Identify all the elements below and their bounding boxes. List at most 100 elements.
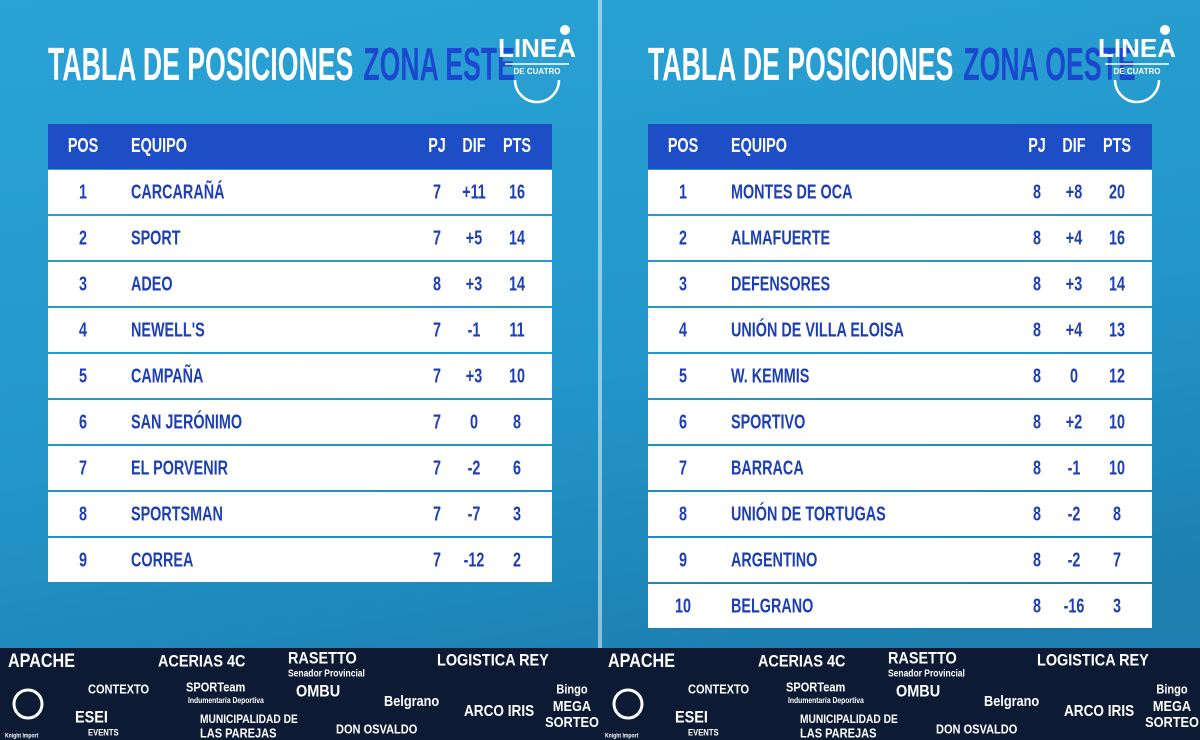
table-cell-group: 3	[1113, 594, 1121, 617]
sponsor: Belgrano	[384, 692, 439, 709]
table-cell-group: 9	[79, 548, 87, 571]
table-cell-group: -2	[1068, 502, 1081, 525]
header-cell-group: PJ	[1028, 133, 1046, 156]
table-cell-group: MONTES DE OCA	[731, 180, 853, 203]
sponsor: CONTEXTO	[688, 682, 749, 697]
table-cell: 8	[1033, 456, 1041, 479]
sponsor: ARCO IRIS	[464, 703, 534, 720]
sponsor-group: Indumentaria Deportiva	[788, 696, 865, 706]
logo-arc	[513, 79, 561, 104]
table-cell: 8	[1033, 364, 1041, 387]
table-cell-group: SPORT	[131, 226, 181, 249]
table-cell: UNIÓN DE TORTUGAS	[731, 502, 886, 525]
table-cell: ARGENTINO	[731, 548, 817, 571]
table-cell: 8	[1033, 318, 1041, 341]
table-cell-group: 8	[679, 502, 687, 525]
table-cell: 8	[1113, 502, 1121, 525]
table-cell: SPORTIVO	[731, 410, 805, 433]
table-cell: 7	[79, 456, 87, 479]
table-cell-group: 10	[509, 364, 525, 387]
sponsor: MEGA	[553, 697, 591, 714]
table-cell: 8	[79, 502, 87, 525]
table-cell-group: +4	[1066, 226, 1083, 249]
sponsor-icon	[612, 688, 644, 720]
table-cell: +4	[1066, 226, 1083, 249]
sponsor: ACERIAS 4C	[758, 652, 845, 670]
table-cell: ADEO	[131, 272, 173, 295]
table-cell-group: ARGENTINO	[731, 548, 817, 571]
table-cell-group: +4	[1066, 318, 1083, 341]
table-cell: 4	[679, 318, 687, 341]
header-cell-group: PJ	[428, 133, 446, 156]
sponsor-group: SPORTeam	[186, 680, 245, 695]
table-row	[48, 354, 552, 398]
table-cell: +3	[1066, 272, 1083, 295]
table-cell-group: SPORTSMAN	[131, 502, 223, 525]
table-cell-group: 3	[79, 272, 87, 295]
table-row	[48, 308, 552, 352]
header-cell: PTS	[503, 133, 531, 156]
table-cell: 7	[433, 318, 441, 341]
table-cell: 8	[1033, 410, 1041, 433]
table-row	[648, 446, 1152, 490]
table-cell-group: 7	[433, 226, 441, 249]
sponsor-group: Bingo	[556, 682, 587, 697]
title-group: TABLA DE POSICIONES	[48, 39, 353, 90]
table-cell: 6	[679, 410, 687, 433]
sponsor: DON OSVALDO	[336, 722, 417, 737]
sponsor-group: ARCO IRIS	[1064, 703, 1134, 720]
sponsor-group: APACHE	[8, 650, 75, 672]
table-row	[48, 446, 552, 490]
table-cell: -7	[468, 502, 481, 525]
table-cell-group: 8	[1033, 410, 1041, 433]
table-cell: ALMAFUERTE	[731, 226, 830, 249]
table-cell-group: NEWELL'S	[131, 318, 205, 341]
table-cell: 3	[679, 272, 687, 295]
table-cell: 10	[675, 594, 691, 617]
table-cell: 5	[79, 364, 87, 387]
sponsor-group: LAS PAREJAS	[800, 726, 876, 740]
table-cell-group: 5	[79, 364, 87, 387]
sponsor-group: OMBU	[296, 682, 340, 700]
table-cell-group: 8	[1033, 272, 1041, 295]
table-cell: 9	[79, 548, 87, 571]
table-cell-group: -7	[468, 502, 481, 525]
sponsor: SPORTeam	[786, 680, 845, 695]
header-cell-group: PTS	[503, 133, 531, 156]
logo-sub: DE CUATRO	[1114, 67, 1161, 76]
table-cell: 7	[433, 226, 441, 249]
sponsor-group: MEGA	[1153, 697, 1191, 714]
table-row	[48, 216, 552, 260]
table-cell: 0	[1070, 364, 1078, 387]
table-cell-group: -1	[1068, 456, 1081, 479]
table-cell-group: +3	[466, 272, 483, 295]
title: TABLA DE POSICIONES	[48, 39, 353, 90]
table-cell: 7	[433, 548, 441, 571]
table-cell-group: 2	[679, 226, 687, 249]
table-cell: 10	[1109, 456, 1125, 479]
table-cell-group: 0	[1070, 364, 1078, 387]
table-cell-group: 8	[1033, 502, 1041, 525]
sponsor-group: Bingo	[1156, 682, 1187, 697]
table-cell: -16	[1064, 594, 1085, 617]
table-cell-group: 10	[1109, 410, 1125, 433]
table-cell: 8	[513, 410, 521, 433]
table-cell-group: 7	[433, 318, 441, 341]
table-cell: 14	[1109, 272, 1125, 295]
sponsor: LOGISTICA REY	[437, 651, 549, 669]
table-cell: +5	[466, 226, 483, 249]
table-cell-group: 8	[433, 272, 441, 295]
table-cell-group: CAMPAÑA	[131, 364, 204, 387]
table-cell: 14	[509, 272, 525, 295]
sponsor-group: ESEI	[675, 708, 708, 726]
table-cell: SPORT	[131, 226, 181, 249]
table-cell-group: 8	[1033, 318, 1041, 341]
table-cell-group: 11	[509, 318, 524, 341]
table-cell-group: CARCARAÑÁ	[131, 180, 225, 203]
table-cell-group: -2	[468, 456, 481, 479]
header-cell: DIF	[1062, 133, 1085, 156]
table-cell-group: -12	[464, 548, 485, 571]
table-cell: -1	[468, 318, 481, 341]
header-cell-group: DIF	[462, 133, 485, 156]
table-cell: 6	[513, 456, 521, 479]
